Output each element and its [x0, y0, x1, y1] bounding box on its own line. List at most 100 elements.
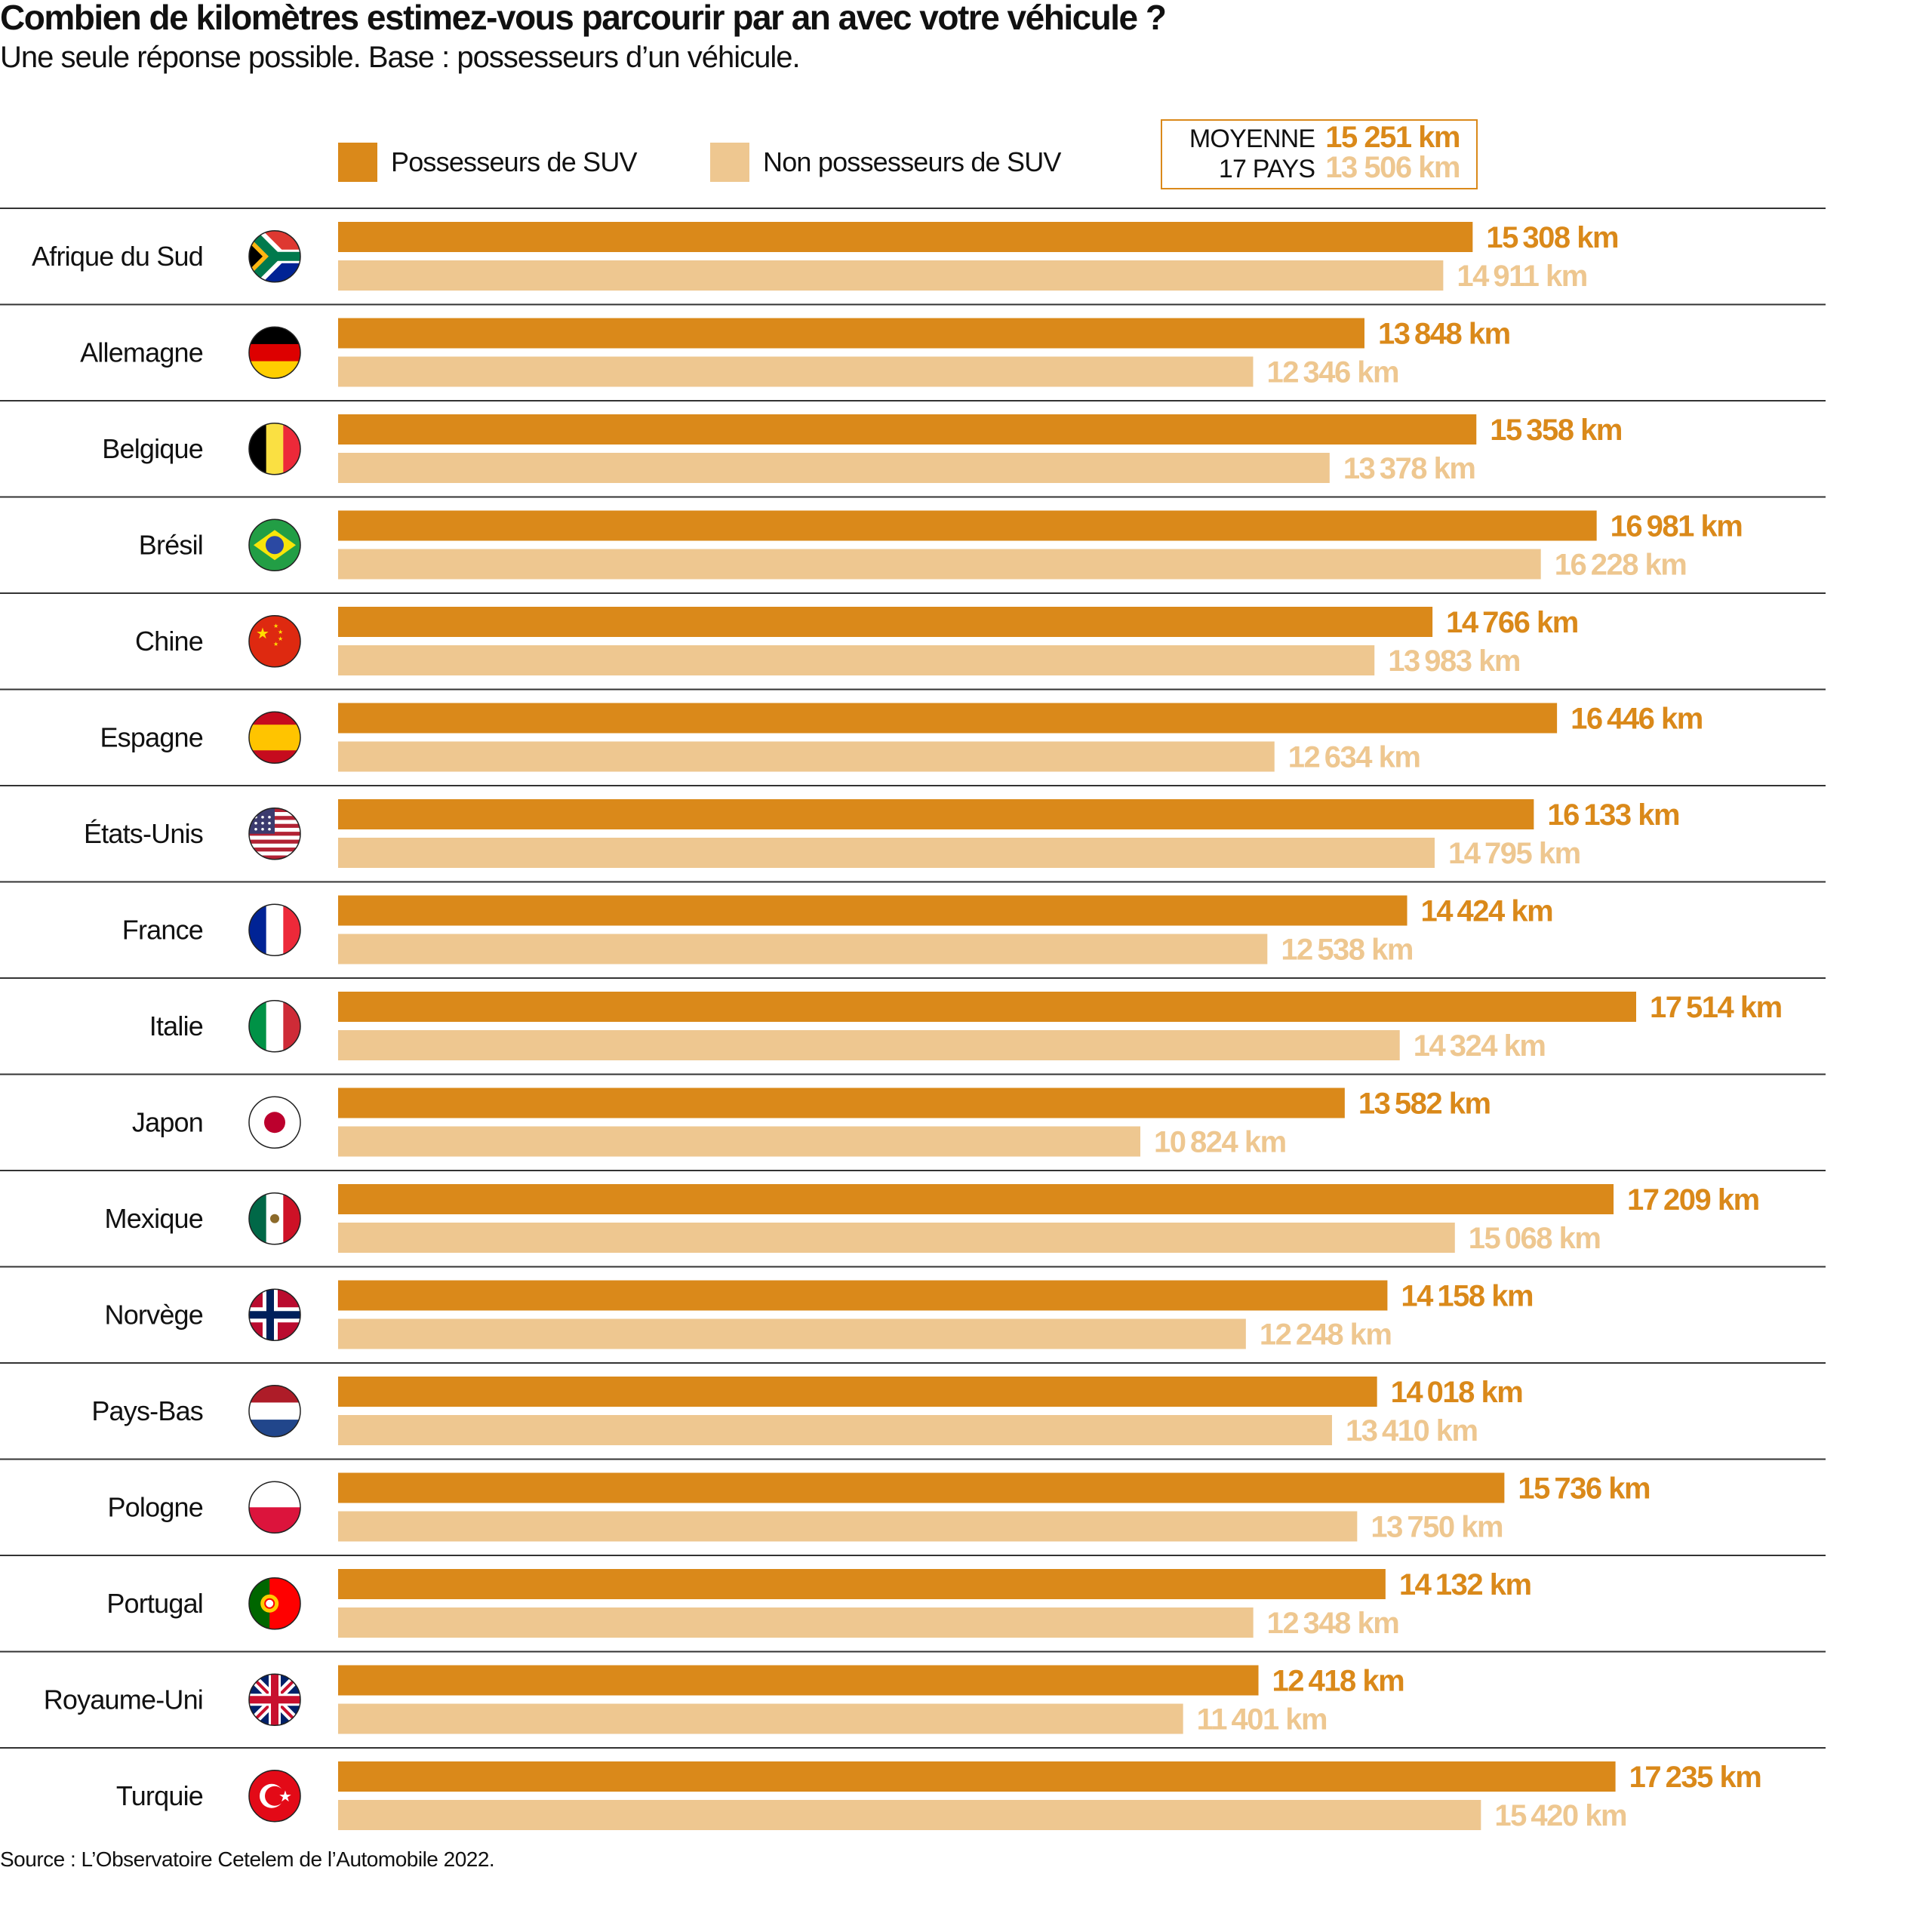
- legend-item-non-suv: Non possesseurs de SUV: [710, 143, 1061, 182]
- legend-item-suv: Possesseurs de SUV: [338, 143, 638, 182]
- svg-text:★: ★: [256, 626, 269, 642]
- data-label: 15 420 km: [1494, 1799, 1626, 1832]
- bar-suv: [338, 1472, 1505, 1503]
- average-box: MOYENNE 15 251 km 17 PAYS 13 506 km: [1161, 119, 1478, 189]
- svg-text:★: ★: [278, 1789, 292, 1805]
- data-label: 12 248 km: [1260, 1318, 1392, 1352]
- bar-chart: Afrique du Sud 15 308 km 14 911 km Allemagn…: [0, 208, 1826, 1832]
- table-row: Belgique 15 358 km 13 378 km: [102, 414, 1623, 485]
- data-label: 13 848 km: [1378, 318, 1510, 351]
- bar-suv: [338, 1377, 1377, 1407]
- bar-non-suv: [338, 1607, 1254, 1638]
- table-row: Royaume-Uni 12 418 km 11 401 km: [44, 1665, 1405, 1737]
- data-label: 15 736 km: [1518, 1472, 1650, 1506]
- table-row: Pays-Bas 14 018 km 13 410 km: [91, 1376, 1523, 1447]
- data-label: 15 358 km: [1490, 414, 1622, 447]
- average-non-suv: 17 PAYS 13 506 km: [1218, 151, 1461, 185]
- data-label: 12 538 km: [1281, 934, 1413, 967]
- flag-spain-icon: [248, 711, 301, 764]
- data-label: 13 410 km: [1346, 1414, 1478, 1447]
- svg-text:★: ★: [278, 629, 283, 635]
- bar-non-suv: [338, 1415, 1332, 1445]
- source-note: Source : L’Observatoire Cetelem de l’Aut…: [0, 1847, 495, 1871]
- data-label: 13 750 km: [1371, 1511, 1503, 1544]
- data-label: 10 824 km: [1154, 1126, 1286, 1159]
- bar-non-suv: [338, 549, 1541, 580]
- table-row: Espagne 16 446 km 12 634 km: [100, 703, 1703, 774]
- table-row: Japon 13 582 km 10 824 km: [132, 1088, 1491, 1159]
- data-label: 14 018 km: [1391, 1376, 1523, 1409]
- bar-non-suv: [338, 838, 1435, 868]
- flag-belgium-icon: [248, 423, 301, 475]
- data-label: 17 209 km: [1627, 1183, 1759, 1217]
- flag-brazil-icon: [248, 518, 301, 571]
- data-label: 12 346 km: [1266, 356, 1398, 389]
- flag-china-icon: ★ ★★★★: [248, 615, 301, 668]
- data-label: 12 348 km: [1267, 1607, 1399, 1640]
- table-row: Mexique 17 209 km 15 068 km: [105, 1183, 1761, 1255]
- svg-text:★: ★: [278, 635, 283, 642]
- average-label-1: MOYENNE: [1189, 125, 1315, 153]
- table-row: États-Unis 16 133 km 14 795 km: [84, 798, 1681, 870]
- flag-usa-icon: [248, 808, 301, 860]
- svg-text:★: ★: [273, 623, 278, 629]
- data-label: 13 582 km: [1358, 1088, 1491, 1121]
- flag-italy-icon: [248, 1000, 301, 1053]
- data-label: 14 795 km: [1448, 837, 1580, 870]
- average-label-2: 17 PAYS: [1218, 155, 1315, 183]
- bar-non-suv: [338, 934, 1268, 964]
- country-label: Italie: [149, 1011, 203, 1041]
- flag-germany-icon: [248, 326, 301, 379]
- country-label: Mexique: [105, 1203, 203, 1234]
- svg-text:★: ★: [273, 641, 278, 648]
- chart-subtitle: Une seule réponse possible. Base : posse…: [0, 41, 801, 74]
- country-label: Chine: [135, 626, 203, 657]
- bar-suv: [338, 510, 1597, 541]
- country-label: Pologne: [107, 1491, 203, 1522]
- data-label: 14 158 km: [1401, 1280, 1533, 1313]
- country-label: États-Unis: [84, 818, 203, 849]
- table-row: Afrique du Sud 15 308 km 14 911 km: [32, 221, 1619, 293]
- bar-non-suv: [338, 741, 1275, 772]
- bar-non-suv: [338, 1703, 1183, 1734]
- flag-japan-icon: [248, 1096, 301, 1149]
- average-suv-value: 15 251 km: [1325, 121, 1460, 154]
- country-label: Royaume-Uni: [44, 1684, 203, 1715]
- country-label: France: [122, 914, 203, 945]
- flag-france-icon: [248, 903, 301, 956]
- flag-norway-icon: [248, 1288, 301, 1341]
- bar-suv: [338, 318, 1364, 349]
- bar-non-suv: [338, 260, 1444, 291]
- country-label: Espagne: [100, 721, 203, 752]
- data-label: 14 424 km: [1421, 895, 1553, 928]
- data-label: 16 446 km: [1571, 703, 1703, 736]
- data-label: 16 228 km: [1555, 549, 1687, 582]
- table-row: Allemagne 13 848 km 12 346 km: [80, 318, 1511, 389]
- data-label: 16 133 km: [1547, 798, 1679, 832]
- average-suv: MOYENNE 15 251 km: [1189, 121, 1461, 155]
- country-label: Japon: [132, 1106, 203, 1137]
- bar-non-suv: [338, 1800, 1481, 1830]
- data-label: 13 983 km: [1388, 645, 1520, 678]
- legend-label-suv: Possesseurs de SUV: [391, 146, 638, 177]
- country-label: Turquie: [116, 1780, 203, 1811]
- bar-non-suv: [338, 1223, 1455, 1253]
- legend-swatch-non-suv: [710, 143, 749, 182]
- bar-non-suv: [338, 1511, 1358, 1542]
- flag-poland-icon: [248, 1481, 301, 1534]
- country-label: Afrique du Sud: [32, 241, 203, 272]
- bar-non-suv: [338, 645, 1375, 675]
- bar-suv: [338, 1088, 1345, 1118]
- bar-suv: [338, 992, 1636, 1022]
- country-label: Allemagne: [80, 337, 203, 368]
- country-label: Belgique: [102, 433, 203, 464]
- average-non-suv-value: 13 506 km: [1325, 151, 1460, 184]
- bar-suv: [338, 703, 1558, 734]
- data-label: 12 418 km: [1272, 1665, 1404, 1698]
- bar-suv: [338, 1569, 1386, 1599]
- data-label: 17 514 km: [1650, 991, 1782, 1024]
- flag-mexico-icon: [248, 1192, 301, 1245]
